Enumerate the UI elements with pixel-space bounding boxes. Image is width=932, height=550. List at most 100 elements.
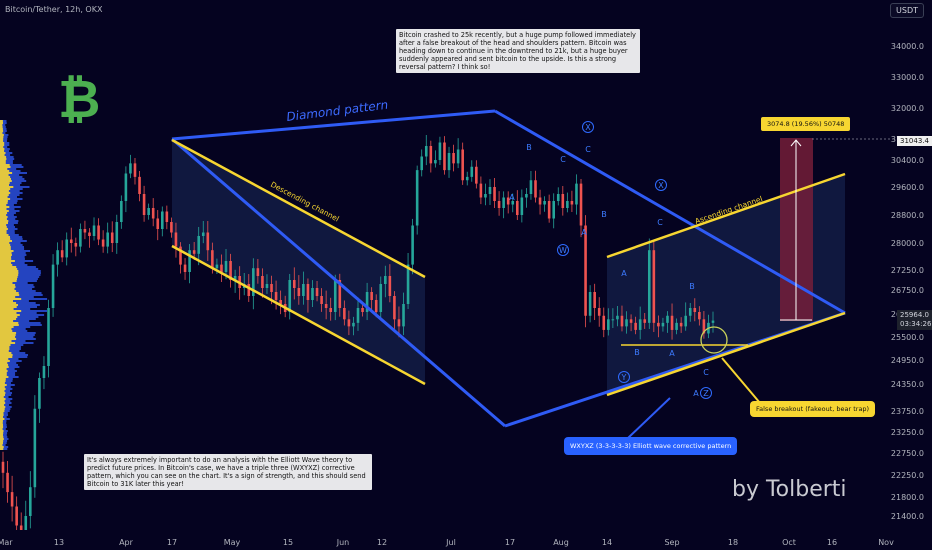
- wave-label: Z: [703, 389, 709, 398]
- volume-profile-bar: [0, 244, 11, 246]
- volume-profile-bar: [0, 414, 4, 416]
- candle-body: [593, 292, 596, 308]
- volume-profile-bar: [0, 150, 10, 152]
- volume-profile-bar: [0, 410, 10, 412]
- volume-profile-bar: [0, 176, 11, 178]
- volume-profile-bar: [0, 362, 17, 364]
- volume-profile-bar: [0, 160, 13, 162]
- candle-body: [629, 319, 633, 323]
- volume-profile-bar: [0, 210, 9, 212]
- candle-body: [297, 288, 301, 296]
- volume-profile-bar: [0, 314, 20, 316]
- volume-profile-bar: [0, 384, 7, 386]
- volume-profile-bar: [0, 154, 11, 156]
- candle-body: [347, 319, 351, 327]
- time-tick-label: Oct: [782, 538, 796, 547]
- volume-profile-bar: [0, 400, 5, 402]
- volume-profile-bar: [0, 324, 42, 326]
- volume-profile-bar: [0, 342, 16, 344]
- volume-profile-bar: [0, 238, 23, 240]
- volume-profile-bar: [0, 274, 19, 276]
- volume-profile-bar: [0, 178, 25, 180]
- volume-profile-bar: [0, 246, 11, 248]
- volume-profile-bar: [0, 426, 7, 428]
- volume-profile-bar: [0, 318, 36, 320]
- volume-profile-bar: [0, 216, 17, 218]
- volume-profile-bar: [0, 226, 15, 228]
- volume-profile-bar: [0, 376, 9, 378]
- price-tick-label: 28800.0: [891, 211, 924, 220]
- price-axis[interactable]: 34000.033000.032000.031000.030400.029600…: [891, 0, 932, 550]
- candle-body: [657, 322, 660, 327]
- candle-body: [415, 170, 419, 226]
- candle-body: [315, 288, 319, 296]
- time-tick-label: Apr: [119, 538, 134, 547]
- volume-profile-bar: [0, 144, 10, 146]
- candle-body: [288, 280, 292, 312]
- volume-profile-bar: [0, 120, 7, 122]
- volume-profile-bar: [0, 346, 21, 348]
- volume-profile-bar: [0, 294, 20, 296]
- volume-profile-bar: [0, 120, 3, 122]
- candle-body: [620, 315, 624, 327]
- volume-profile-bar: [0, 148, 10, 150]
- wave-label: C: [703, 368, 709, 377]
- candle-body: [147, 208, 150, 215]
- volume-profile-bar: [0, 368, 7, 370]
- volume-profile-bar: [0, 258, 25, 260]
- price-tick-label: 33000.0: [891, 73, 924, 82]
- volume-profile-bar: [0, 170, 21, 172]
- price-tick-label: 23750.0: [891, 407, 924, 416]
- candle-body: [97, 225, 100, 240]
- volume-profile-bar: [0, 132, 3, 134]
- volume-profile-bar: [0, 192, 11, 194]
- volume-profile-bar: [0, 432, 4, 434]
- candle-body: [24, 516, 28, 530]
- candle-body: [106, 232, 109, 247]
- volume-profile-bar: [0, 398, 13, 400]
- time-axis[interactable]: Mar 13 Apr 17 May 15 Jun 12 Jul 17 Aug 14 Sep 18 Oct 16…: [0, 538, 894, 547]
- volume-profile-bar: [0, 404, 5, 406]
- candle-body: [51, 264, 55, 308]
- volume-profile-bar: [0, 188, 11, 190]
- volume-profile-bar: [0, 256, 12, 258]
- currency-button[interactable]: USDT: [890, 3, 924, 18]
- candle-body: [607, 319, 610, 330]
- volume-profile-bar: [0, 156, 7, 158]
- volume-profile-bar: [0, 186, 14, 188]
- volume-profile-bar: [0, 436, 4, 438]
- volume-profile-bar: [0, 278, 17, 280]
- volume-profile-bar: [0, 196, 17, 198]
- volume-profile-bar: [0, 282, 13, 284]
- volume-profile-bar: [0, 376, 19, 378]
- wave-label: A: [509, 193, 515, 202]
- volume-profile-bar: [0, 406, 12, 408]
- wave-label: C: [657, 218, 663, 227]
- volume-profile-bar: [0, 122, 7, 124]
- candle-body: [406, 264, 410, 304]
- candle-body: [465, 176, 469, 181]
- volume-profile-bar: [0, 384, 15, 386]
- candle-body: [101, 239, 105, 247]
- volume-profile-bar: [0, 202, 8, 204]
- price-tick-label: 32000.0: [891, 104, 924, 113]
- volume-profile-bar: [0, 330, 13, 332]
- volume-profile-bar: [0, 310, 22, 312]
- price-tick-label: 29600.0: [891, 183, 924, 192]
- candle-body: [156, 218, 160, 229]
- symbol-title[interactable]: Bitcoin/Tether, 12h, OKX: [5, 5, 103, 14]
- time-tick-label: 14: [602, 538, 612, 547]
- volume-profile-bar: [0, 214, 7, 216]
- candle-body: [711, 320, 715, 323]
- volume-profile-bar: [0, 232, 15, 234]
- volume-profile-bar: [0, 278, 38, 280]
- volume-profile: [0, 120, 48, 450]
- volume-profile-bar: [0, 406, 6, 408]
- candle-body: [160, 211, 164, 229]
- volume-profile-bar: [0, 340, 12, 342]
- candle-body: [1, 461, 5, 473]
- volume-profile-bar: [0, 312, 17, 314]
- candle-body: [511, 201, 515, 205]
- volume-profile-bar: [0, 190, 9, 192]
